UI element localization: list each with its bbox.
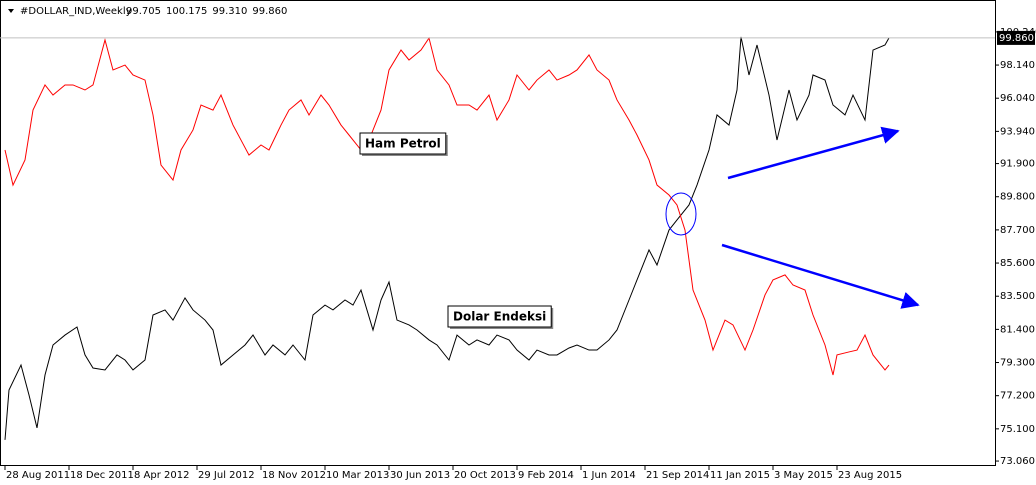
x-tick-label: 20 Oct 2013 [454, 470, 516, 481]
chart-title: #DOLLAR_IND,Weekly [20, 6, 132, 17]
annotation-box [359, 132, 447, 155]
y-tick-label: 89.800 [1000, 192, 1035, 203]
price-label: 99.860 [999, 33, 1034, 44]
y-tick-label: 79.300 [1000, 358, 1035, 369]
x-tick-label: 11 Jan 2015 [710, 470, 770, 481]
series-line [4, 36, 890, 376]
x-tick-label: 23 Aug 2015 [838, 470, 902, 481]
y-tick-label: 81.400 [1000, 324, 1035, 335]
y-tick-label: 75.100 [1000, 424, 1035, 435]
series-annotation: Dolar Endeksi [453, 310, 546, 324]
series-line [4, 36, 890, 440]
y-tick-label: 73.060 [1000, 456, 1035, 467]
x-tick-label: 21 Sep 2014 [646, 470, 709, 481]
highlight [665, 192, 697, 236]
y-tick-label: 87.700 [1000, 225, 1035, 236]
y-tick-label: 77.200 [1000, 391, 1035, 402]
x-tick-label: 1 Jun 2014 [582, 470, 636, 481]
y-tick-label: 98.140 [1000, 60, 1035, 71]
x-tick-label: 30 Jun 2013 [390, 470, 450, 481]
header-value: 100.175 [166, 6, 207, 17]
x-tick-label: 8 Apr 2012 [134, 470, 189, 481]
header-value: 99.705 [126, 6, 161, 17]
y-tick-label: 93.940 [1000, 126, 1035, 137]
header-value: 99.860 [252, 6, 287, 17]
y-tick-label: 96.040 [1000, 93, 1035, 104]
y-tick-label: 83.500 [1000, 291, 1035, 302]
header-values: 99.705 100.175 99.310 99.860 [126, 6, 287, 17]
arrow [721, 243, 920, 309]
x-tick-label: 18 Nov 2012 [262, 470, 326, 481]
x-tick-label: 9 Feb 2014 [518, 470, 574, 481]
y-tick-label: 91.900 [1000, 159, 1035, 170]
x-tick-label: 3 May 2015 [774, 470, 833, 481]
x-tick-label: 10 Mar 2013 [326, 470, 389, 481]
menu-icon [8, 9, 14, 13]
header-value: 99.310 [212, 6, 247, 17]
x-tick-label: 28 Aug 2011 [6, 470, 70, 481]
series-annotation: Ham Petrol [365, 137, 441, 151]
x-tick-label: 29 Jul 2012 [198, 470, 255, 481]
x-tick-label: 18 Dec 2011 [70, 470, 134, 481]
y-tick-label: 85.600 [1000, 258, 1035, 269]
plot-frame [0, 0, 996, 466]
arrow [727, 126, 900, 180]
annotation-box [447, 305, 552, 328]
price-label-box [997, 30, 1035, 45]
